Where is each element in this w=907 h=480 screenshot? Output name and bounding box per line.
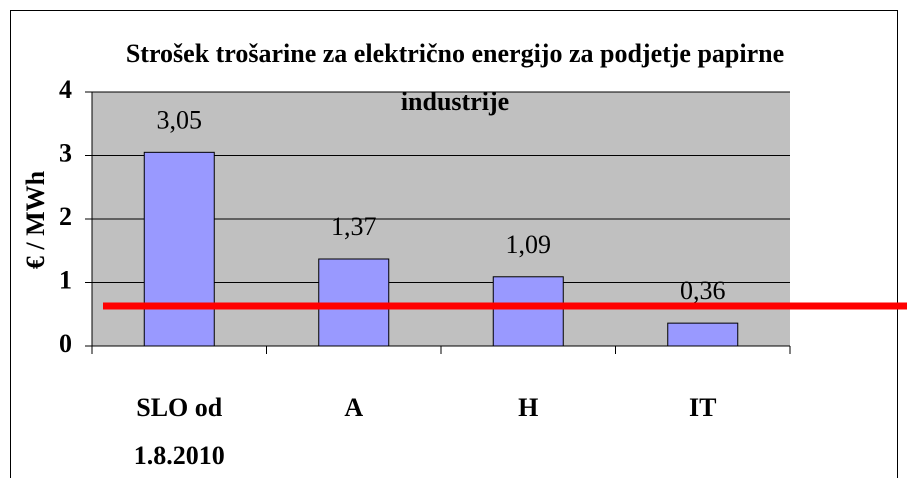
x-tick-label: H [518,393,539,422]
y-tick-label: 3 [59,138,72,167]
x-tick-label: A [344,393,364,422]
bar [667,322,739,347]
value-label: 1,09 [506,230,552,259]
chart-title: Strošek trošarine za električno energijo… [125,39,785,116]
value-label: 3,05 [157,105,203,134]
value-label: 0,36 [680,276,726,305]
x-tick-label: IT [689,393,717,422]
y-tick-label: 1 [59,265,72,294]
bar [492,276,564,347]
y-tick-label: 0 [59,329,72,358]
y-tick-label: 4 [59,75,72,104]
value-label: 1,37 [331,212,377,241]
y-tick-label: 2 [59,202,72,231]
y-axis-label: € / MWh [21,170,50,269]
x-tick-label: SLO od 1.8.2010 [133,393,225,470]
bar [143,151,215,347]
